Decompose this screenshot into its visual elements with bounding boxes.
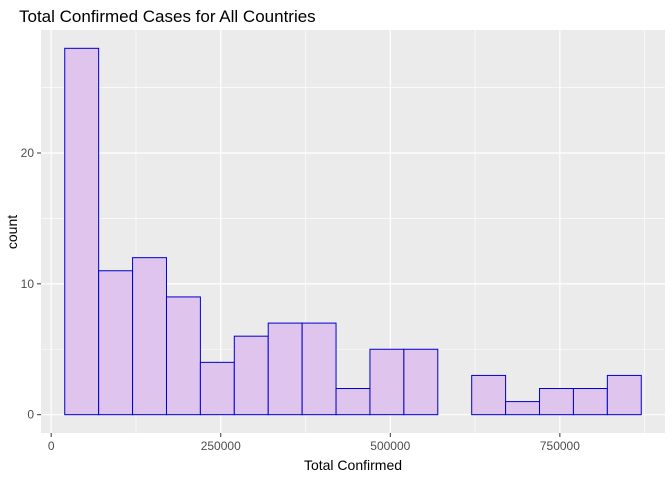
- histogram-bar-14: [505, 401, 541, 416]
- histogram-bars: [64, 47, 642, 416]
- y-tick-label: 20: [21, 146, 35, 160]
- histogram-bar-6: [233, 335, 269, 416]
- histogram-bar-11: [403, 348, 439, 416]
- histogram-bar-10: [369, 348, 405, 416]
- histogram-bar-16: [572, 388, 608, 416]
- histogram-bar-2: [98, 270, 134, 416]
- histogram-bar-5: [199, 361, 235, 416]
- histogram-bar-9: [335, 388, 371, 416]
- x-axis-ticks: 0 250000 500000 750000: [48, 433, 580, 453]
- y-axis-title: count: [4, 215, 20, 249]
- y-axis-ticks: 0 10 20: [21, 146, 41, 422]
- x-tick-label: 500000: [370, 439, 410, 453]
- histogram-bar-15: [539, 388, 574, 416]
- histogram-bar-1: [64, 47, 100, 416]
- y-tick-label: 10: [21, 277, 35, 291]
- chart-title: Total Confirmed Cases for All Countries: [19, 7, 316, 26]
- x-axis-title: Total Confirmed: [304, 457, 402, 473]
- y-tick-label: 0: [27, 408, 34, 422]
- histogram-bar-8: [301, 322, 337, 416]
- histogram-bar-13: [471, 374, 507, 416]
- x-tick-label: 250000: [201, 439, 241, 453]
- histogram-bar-3: [132, 257, 167, 416]
- histogram-bar-4: [165, 296, 201, 416]
- minor-gridlines: [41, 30, 665, 433]
- x-tick-label: 750000: [540, 439, 580, 453]
- x-tick-label: 0: [48, 439, 55, 453]
- histogram-bar-17: [606, 374, 642, 416]
- histogram-bar-7: [267, 322, 303, 416]
